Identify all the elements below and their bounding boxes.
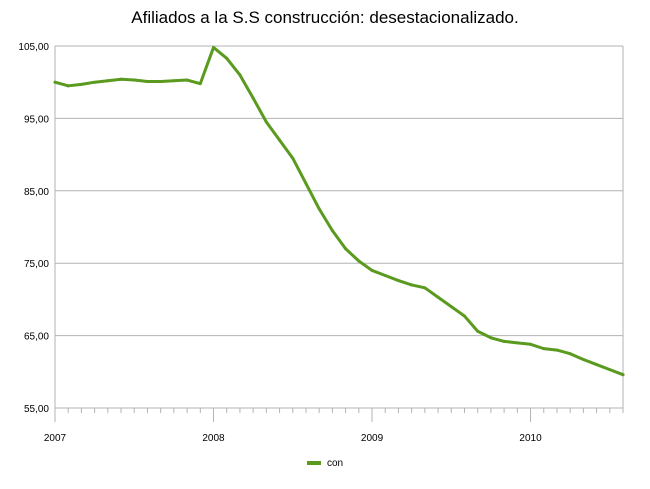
data-point <box>212 45 216 49</box>
legend-swatch <box>306 461 321 466</box>
chart-title: Afiliados a la S.S construcción: desesta… <box>131 8 519 27</box>
data-point <box>93 80 97 84</box>
data-point <box>53 80 57 84</box>
x-tick-label: 2010 <box>519 433 542 444</box>
data-point <box>132 78 136 82</box>
data-point <box>264 120 268 124</box>
data-point <box>621 373 625 377</box>
data-point <box>462 314 466 318</box>
data-point <box>119 77 123 81</box>
y-tick-label: 105,00 <box>18 42 49 53</box>
data-point <box>357 259 361 263</box>
data-point <box>291 156 295 160</box>
data-point <box>106 79 110 83</box>
data-point <box>383 274 387 278</box>
y-tick-labels: 55,00 65,00 75,00 85,00 95,00 105,00 <box>18 42 49 415</box>
x-tick-label: 2007 <box>44 433 67 444</box>
axes <box>54 46 624 422</box>
data-point <box>476 329 480 333</box>
data-point <box>159 79 163 83</box>
data-point <box>330 229 334 233</box>
data-point <box>529 342 533 346</box>
y-tick-label: 75,00 <box>24 259 49 270</box>
gridlines <box>55 45 623 409</box>
data-point <box>145 79 149 83</box>
data-point <box>251 96 255 100</box>
data-point <box>198 82 202 86</box>
data-point <box>581 357 585 361</box>
y-tick-label: 65,00 <box>24 332 49 343</box>
data-point <box>489 336 493 340</box>
x-tick-label: 2008 <box>202 433 225 444</box>
data-point <box>66 84 70 88</box>
series-line-con <box>53 45 625 377</box>
data-point <box>608 368 612 372</box>
data-point <box>423 286 427 290</box>
data-point <box>410 283 414 287</box>
series-lines <box>53 45 625 377</box>
legend-label: con <box>326 458 344 469</box>
y-tick-label: 85,00 <box>24 187 49 198</box>
y-tick-label: 95,00 <box>24 114 49 125</box>
data-point <box>555 348 559 352</box>
legend: con <box>0 458 650 469</box>
x-tick-labels: 2007 2008 2009 2010 <box>44 433 542 444</box>
data-point <box>436 295 440 299</box>
data-point <box>79 82 83 86</box>
data-point <box>515 341 519 345</box>
data-point <box>542 347 546 351</box>
x-tick-label: 2009 <box>361 433 384 444</box>
data-point <box>172 79 176 83</box>
data-point <box>396 279 400 283</box>
data-point <box>449 305 453 309</box>
data-point <box>278 138 282 142</box>
data-point <box>317 207 321 211</box>
data-point <box>304 182 308 186</box>
data-point <box>568 352 572 356</box>
data-point <box>502 339 506 343</box>
data-point <box>185 78 189 82</box>
data-point <box>370 268 374 272</box>
data-point <box>344 247 348 251</box>
y-tick-label: 55,00 <box>24 404 49 415</box>
data-point <box>238 73 242 77</box>
data-point <box>225 56 229 60</box>
data-point <box>595 363 599 367</box>
